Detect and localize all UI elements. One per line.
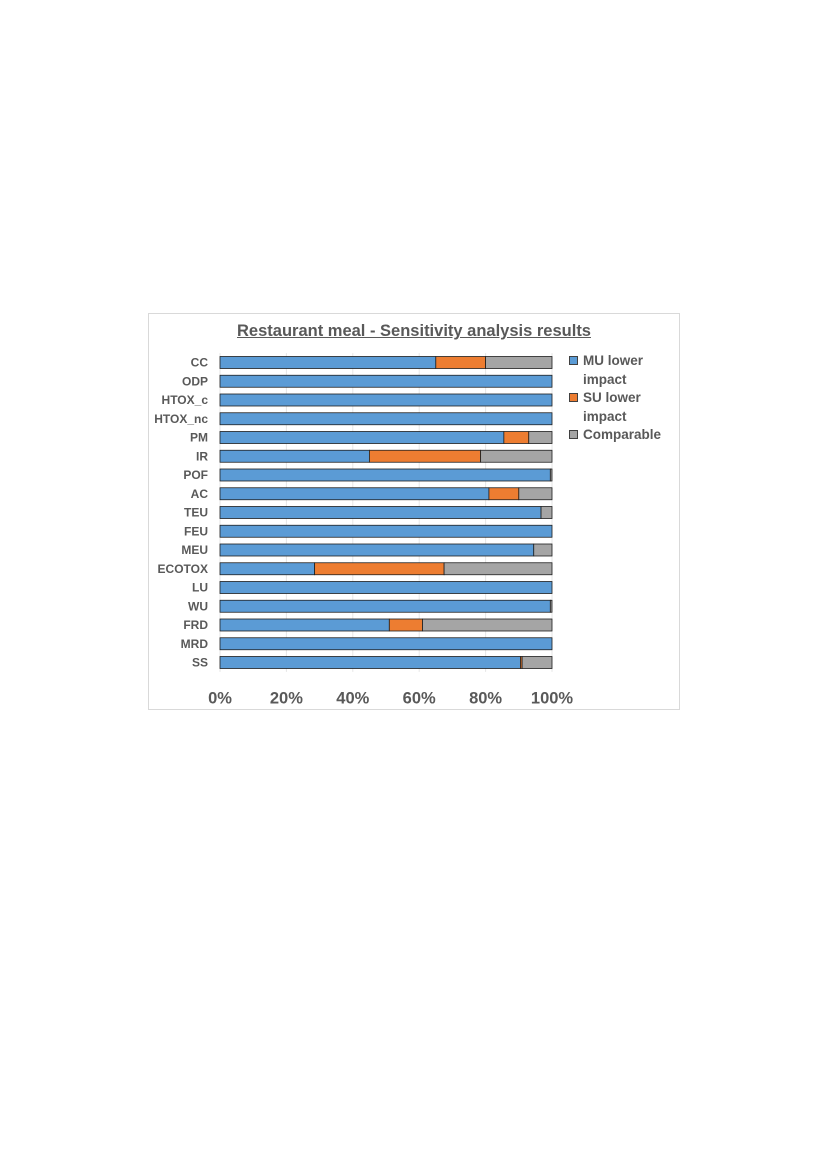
- bar-segment-teu-s0: [219, 506, 542, 519]
- category-label-teu: TEU: [184, 506, 208, 520]
- bar-segment-ecotox-s0: [219, 562, 316, 576]
- bar-segment-teu-s2: [540, 506, 553, 519]
- bar-segment-ss-s2: [521, 656, 553, 669]
- bar-segment-ir-s0: [219, 449, 370, 463]
- bar-segment-mrd-s0: [219, 637, 553, 651]
- category-label-cc: CC: [191, 356, 209, 370]
- legend-swatch-mu: [569, 356, 578, 365]
- bar-segment-wu-s0: [219, 599, 551, 613]
- bar-segment-wu-s2: [549, 599, 553, 613]
- category-label-ecotox: ECOTOX: [158, 562, 208, 576]
- bar-segment-ir-s2: [480, 449, 553, 463]
- category-label-meu: MEU: [181, 543, 208, 557]
- bar-segment-htox-nc-s0: [219, 412, 553, 426]
- bar-segment-ir-s1: [368, 449, 482, 463]
- category-label-wu: WU: [188, 599, 208, 613]
- bar-segment-cc-s0: [219, 356, 437, 369]
- bar-segment-ecotox-s1: [314, 562, 445, 576]
- bar-segment-odp-s0: [219, 374, 553, 388]
- bar-segment-ac-s2: [518, 487, 553, 501]
- bar-segment-htox-c-s0: [219, 393, 553, 407]
- bar-segment-meu-s2: [533, 543, 553, 557]
- bar-segment-frd-s1: [388, 618, 423, 632]
- x-tick-label-4: 80%: [469, 690, 502, 708]
- legend-item-mu: MU lower impact: [569, 352, 674, 389]
- x-tick-label-0: 0%: [208, 690, 232, 708]
- legend-swatch-su: [569, 393, 578, 402]
- legend-label-mu: MU lower impact: [583, 353, 644, 387]
- legend-item-comparable: Comparable: [569, 426, 674, 445]
- category-label-htox-c: HTOX_c: [162, 393, 209, 407]
- bar-segment-pm-s0: [219, 431, 505, 444]
- x-tick-label-1: 20%: [270, 690, 303, 708]
- category-label-frd: FRD: [183, 618, 208, 632]
- bar-segment-ecotox-s2: [443, 562, 553, 576]
- bar-segment-pof-s2: [549, 468, 553, 482]
- category-label-feu: FEU: [184, 524, 208, 538]
- chart-container: Restaurant meal - Sensitivity analysis r…: [148, 313, 680, 710]
- x-tick-label-3: 60%: [403, 690, 436, 708]
- bar-segment-ss-s0: [219, 656, 521, 669]
- bar-segment-ac-s1: [488, 487, 520, 501]
- bar-segment-lu-s0: [219, 581, 553, 594]
- bar-segment-frd-s2: [422, 618, 553, 632]
- category-label-mrd: MRD: [181, 637, 209, 651]
- category-label-htox-nc: HTOX_nc: [154, 412, 208, 426]
- category-label-lu: LU: [192, 581, 208, 595]
- x-tick-label-2: 40%: [336, 690, 369, 708]
- bar-segment-pof-s0: [219, 468, 551, 482]
- bar-segment-ac-s0: [219, 487, 490, 501]
- category-label-ac: AC: [191, 487, 209, 501]
- legend-label-su: SU lower impact: [583, 390, 641, 424]
- bar-segment-feu-s0: [219, 524, 553, 538]
- chart-legend: MU lower impact SU lower impact Comparab…: [569, 352, 674, 445]
- category-label-odp: ODP: [182, 374, 208, 388]
- bar-segment-cc-s2: [485, 356, 553, 369]
- bar-segment-frd-s0: [219, 618, 390, 632]
- bar-segment-meu-s0: [219, 543, 535, 557]
- bar-segment-cc-s1: [435, 356, 486, 369]
- bar-segment-pm-s1: [503, 431, 530, 444]
- category-label-ir: IR: [196, 449, 208, 463]
- legend-label-comparable: Comparable: [583, 427, 662, 442]
- legend-item-su: SU lower impact: [569, 389, 674, 426]
- category-label-pm: PM: [190, 431, 208, 445]
- x-tick-label-5: 100%: [531, 690, 574, 708]
- chart-plot: CC ODP HTOX_c HTOX_nc PM IR POF AC TEU FEU MEU ECOT…: [154, 353, 574, 708]
- legend-swatch-comparable: [569, 430, 578, 439]
- bar-segment-pm-s2: [528, 431, 553, 444]
- chart-title: Restaurant meal - Sensitivity analysis r…: [237, 322, 591, 340]
- category-label-ss: SS: [192, 656, 208, 670]
- category-label-pof: POF: [183, 468, 208, 482]
